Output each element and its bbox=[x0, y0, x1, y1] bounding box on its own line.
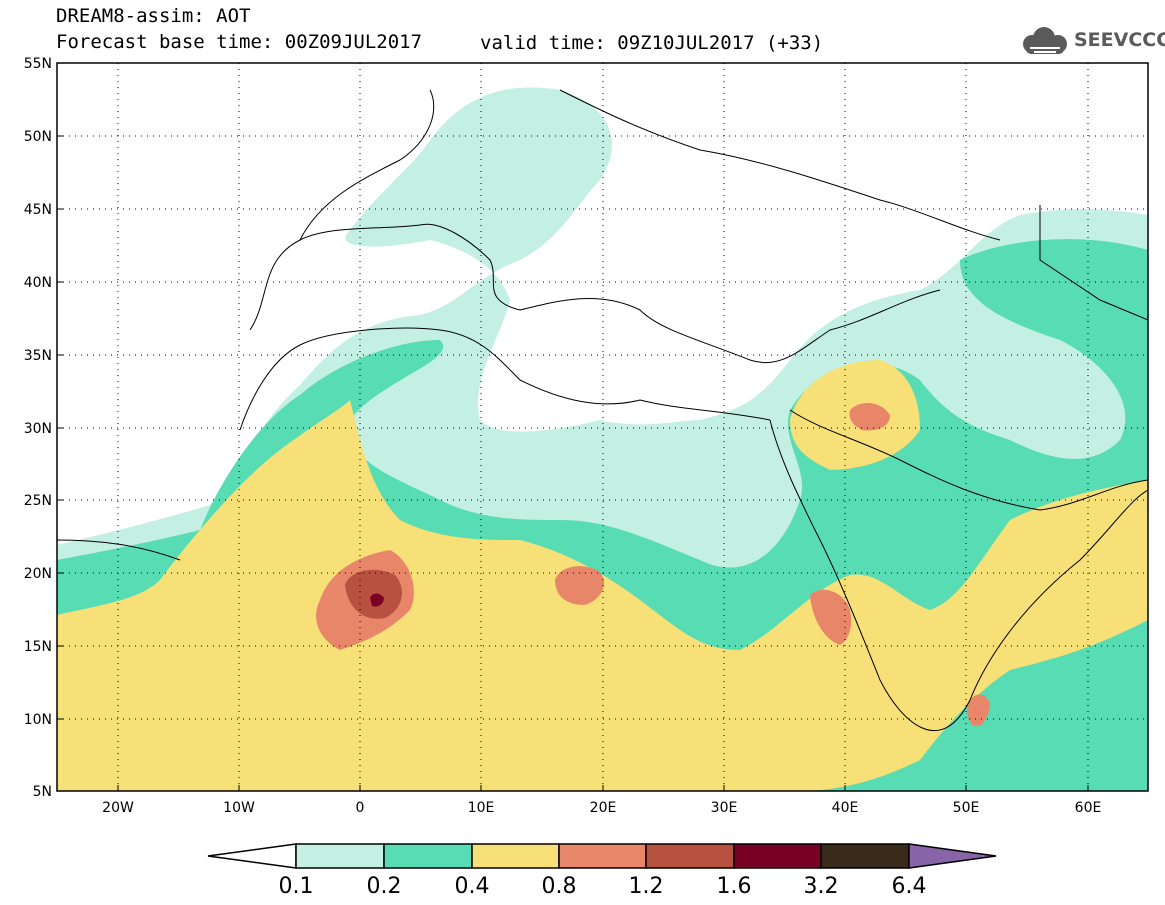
colorbar-swatch bbox=[645, 843, 735, 869]
aot-level-0.8-iraq bbox=[849, 403, 890, 431]
lat-label: 55N bbox=[24, 56, 52, 72]
lon-label: 20E bbox=[590, 800, 617, 816]
colorbar-swatch bbox=[820, 843, 910, 869]
lon-label: 20W bbox=[102, 800, 134, 816]
colorbar-label: 0.1 bbox=[279, 874, 314, 899]
colorbar-label: 0.8 bbox=[542, 874, 577, 899]
colorbar-swatch bbox=[383, 843, 473, 869]
seevccc-logo bbox=[1023, 27, 1067, 54]
aot-shading bbox=[57, 87, 1148, 791]
lat-label: 20N bbox=[24, 566, 52, 582]
lon-label: 40E bbox=[832, 800, 859, 816]
lon-label: 30E bbox=[711, 800, 738, 816]
aot-level-1.6 bbox=[370, 593, 384, 607]
lon-label: 60E bbox=[1075, 800, 1102, 816]
valid-time: valid time: 09Z10JUL2017 (+33) bbox=[480, 32, 824, 54]
lat-label: 25N bbox=[24, 493, 52, 509]
lat-label: 5N bbox=[33, 784, 52, 800]
gridlines bbox=[57, 63, 1148, 791]
colorbar-swatch bbox=[295, 843, 385, 869]
colorbar bbox=[207, 843, 997, 869]
coastlines bbox=[57, 89, 1148, 732]
lat-label: 50N bbox=[24, 129, 52, 145]
aot-level-0.4 bbox=[57, 400, 1148, 791]
colorbar-label: 1.2 bbox=[629, 874, 664, 899]
logo-text: SEEVCCC bbox=[1074, 29, 1165, 51]
lat-label: 10N bbox=[24, 712, 52, 728]
lon-label: 0 bbox=[356, 800, 365, 816]
colorbar-swatch bbox=[471, 843, 560, 869]
colorbar-arrow-high bbox=[908, 843, 997, 869]
colorbar-label: 0.2 bbox=[367, 874, 402, 899]
colorbar-arrow-low bbox=[207, 843, 297, 869]
lat-label: 30N bbox=[24, 421, 52, 437]
aot-level-0.8-chad bbox=[555, 566, 605, 605]
lon-ticks bbox=[117, 785, 1089, 791]
colorbar-swatch bbox=[558, 843, 647, 869]
colorbar-labels: 0.1 0.2 0.4 0.8 1.2 1.6 3.2 6.4 bbox=[279, 874, 927, 899]
lat-ticks bbox=[57, 62, 63, 792]
aot-level-0.8-sudan bbox=[810, 589, 852, 645]
lat-label: 35N bbox=[24, 348, 52, 364]
lon-labels: 20W 10W 0 10E 20E 30E 40E 50E 60E bbox=[102, 800, 1101, 816]
lat-label: 15N bbox=[24, 639, 52, 655]
lon-label: 50E bbox=[953, 800, 980, 816]
colorbar-label: 0.4 bbox=[455, 874, 490, 899]
colorbar-label: 3.2 bbox=[804, 874, 839, 899]
colorbar-label: 1.6 bbox=[717, 874, 752, 899]
lon-label: 10W bbox=[223, 800, 255, 816]
colorbar-label: 6.4 bbox=[892, 874, 927, 899]
colorbar-swatch bbox=[733, 843, 822, 869]
map-title: DREAM8-assim: AOT bbox=[56, 5, 251, 27]
lat-label: 40N bbox=[24, 275, 52, 291]
lon-label: 10E bbox=[468, 800, 495, 816]
lat-labels: 55N 50N 45N 40N 35N 30N 25N 20N 15N 10N … bbox=[24, 56, 52, 800]
forecast-base-time: Forecast base time: 00Z09JUL2017 bbox=[56, 31, 423, 53]
lat-label: 45N bbox=[24, 202, 52, 218]
aot-level-0.8-somalia bbox=[967, 694, 990, 727]
